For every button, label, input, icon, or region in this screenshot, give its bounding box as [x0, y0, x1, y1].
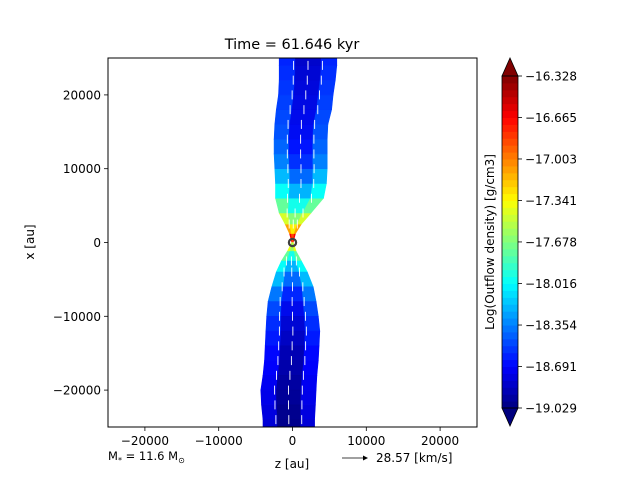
colorbar-level	[502, 269, 518, 278]
colorbar	[501, 57, 519, 427]
colorbar-level	[502, 352, 518, 361]
colorbar-ticks: −19.029 −18.691 −18.354 −18.016 −17.678 −17.3…	[518, 70, 577, 416]
y-tick-label: −10000	[53, 310, 101, 324]
colorbar-level	[502, 325, 518, 333]
colorbar-level	[502, 200, 518, 208]
colorbar-level	[502, 276, 518, 284]
colorbar-level	[502, 338, 518, 347]
colorbar-level	[502, 311, 518, 319]
colorbar-level	[502, 193, 518, 201]
colorbar-tick-label: −18.354	[525, 319, 577, 333]
colorbar-level	[502, 96, 518, 105]
colorbar-level	[502, 89, 518, 98]
colorbar-level	[502, 103, 518, 112]
stellar-mass-label: M* = 11.6 M⊙	[108, 449, 185, 465]
x-tick-label: 20000	[421, 434, 459, 448]
y-tick-label: 20000	[63, 88, 101, 102]
colorbar-tick-label: −16.665	[525, 111, 577, 125]
colorbar-level	[502, 401, 518, 409]
colorbar-level	[502, 131, 518, 139]
colorbar-extend-max	[501, 57, 519, 77]
colorbar-tick-label: −16.328	[525, 70, 577, 84]
colorbar-level	[502, 387, 518, 395]
colorbar-level	[502, 138, 518, 146]
x-axis-label: z [au]	[275, 457, 309, 471]
colorbar-tick-label: −17.678	[525, 235, 577, 249]
protostar-marker	[287, 237, 298, 248]
colorbar-level	[502, 82, 518, 91]
mass-symbol: M	[108, 449, 118, 463]
colorbar-level	[502, 255, 518, 264]
colorbar-level	[502, 318, 518, 326]
colorbar-level	[502, 145, 518, 153]
y-axis-label: x [au]	[23, 224, 37, 259]
x-tick-label: −20000	[121, 434, 169, 448]
colorbar-tick-label: −18.691	[525, 360, 577, 374]
colorbar-level	[502, 165, 518, 174]
lobe-north-core-10	[291, 94, 319, 110]
colorbar-label: Log(Outflow density) [g/cm3]	[483, 154, 497, 330]
lobe-north-core-9	[289, 109, 317, 125]
colorbar-level	[502, 207, 518, 215]
y-axis-ticks: −20000 −10000 0 10000 20000	[53, 88, 108, 398]
colorbar-level	[502, 283, 518, 291]
colorbar-level	[502, 214, 518, 222]
colorbar-tick-label: −17.341	[525, 194, 577, 208]
colorbar-level	[502, 117, 518, 125]
colorbar-level	[502, 172, 518, 181]
x-tick-label: 0	[289, 434, 297, 448]
x-axis-ticks: −20000 −10000 0 10000 20000	[121, 427, 459, 448]
lobe-south-core-9	[277, 360, 304, 376]
colorbar-level	[502, 345, 518, 354]
lobe-north-core-11	[293, 79, 320, 96]
colorbar-level	[502, 228, 518, 236]
colorbar-level	[502, 186, 518, 195]
y-tick-label: −20000	[53, 384, 101, 398]
colorbar-level	[502, 262, 518, 271]
x-tick-label: −10000	[195, 434, 243, 448]
colorbar-tick-label: −18.016	[525, 277, 577, 291]
colorbar-extend-min	[501, 407, 519, 427]
colorbar-level	[502, 248, 518, 257]
mass-value: = 11.6 M	[122, 449, 178, 463]
colorbar-level	[502, 242, 518, 250]
y-tick-label: 0	[93, 236, 101, 250]
colorbar-level	[502, 290, 518, 298]
colorbar-level	[502, 179, 518, 188]
y-tick-label: 10000	[63, 162, 101, 176]
colorbar-level	[502, 159, 518, 167]
lobe-south-core-10	[276, 375, 303, 391]
colorbar-level	[502, 235, 518, 243]
colorbar-level	[502, 221, 518, 229]
solar-mass-subscript: ⊙	[178, 456, 185, 465]
colorbar-level	[502, 110, 518, 118]
colorbar-level	[502, 380, 518, 388]
colorbar-level	[502, 124, 518, 132]
velocity-vector-field	[274, 60, 323, 425]
colorbar-level	[502, 331, 518, 340]
velocity-key-arrowhead	[363, 455, 368, 461]
colorbar-tick-label: −17.003	[525, 152, 577, 166]
x-tick-label: 10000	[347, 434, 385, 448]
colorbar-tick-label: −19.029	[525, 402, 577, 416]
colorbar-level	[502, 76, 518, 84]
colorbar-level	[502, 304, 518, 312]
mass-subscript: *	[118, 456, 122, 465]
colorbar-level	[502, 152, 518, 160]
outflow-density-map	[260, 58, 338, 427]
colorbar-level	[502, 297, 518, 305]
colorbar-level	[502, 394, 518, 402]
colorbar-level	[502, 373, 518, 381]
colorbar-level	[502, 359, 518, 367]
velocity-key: 28.57 [km/s]	[342, 451, 452, 465]
chart-title: Time = 61.646 kyr	[224, 37, 360, 53]
velocity-key-label: 28.57 [km/s]	[376, 451, 452, 465]
colorbar-level	[502, 366, 518, 374]
